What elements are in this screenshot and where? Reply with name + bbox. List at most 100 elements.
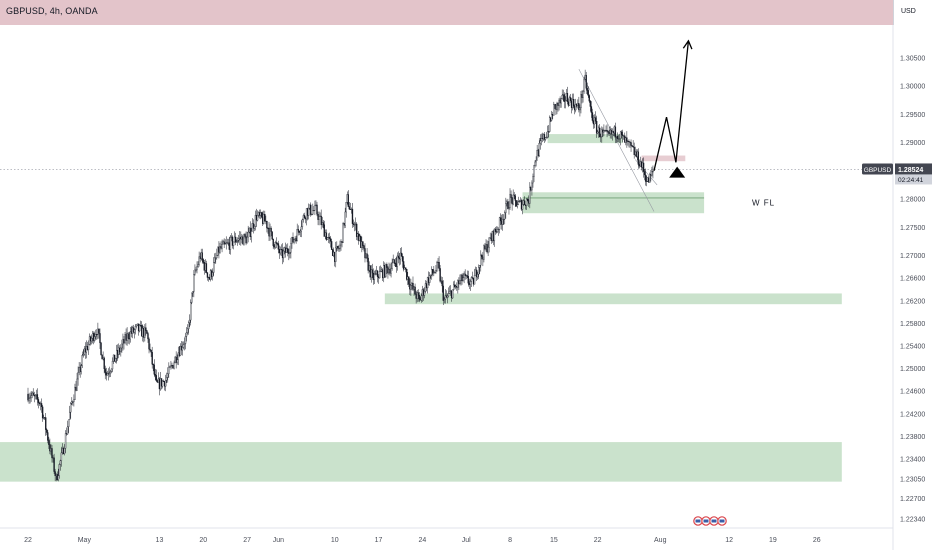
candle-body — [582, 91, 584, 98]
candle-body — [288, 252, 290, 255]
candle-body — [432, 269, 434, 274]
candle-body — [371, 269, 373, 274]
candle-body — [153, 364, 155, 375]
candle-body — [186, 328, 189, 333]
candle-body — [482, 256, 484, 260]
candle-body — [204, 263, 207, 271]
candle-body — [484, 245, 486, 250]
candle-body — [622, 134, 624, 136]
candle-body — [134, 326, 137, 331]
candle-body — [82, 354, 84, 356]
candle-body — [627, 140, 629, 142]
candle-body — [434, 271, 436, 273]
candle-body — [518, 201, 521, 202]
candle-body — [61, 448, 64, 454]
candle-body — [384, 265, 386, 277]
candle-body — [27, 393, 29, 401]
candle-body — [75, 386, 77, 391]
candle-body — [397, 255, 400, 258]
candle-body — [589, 100, 592, 107]
candle-body — [537, 149, 539, 157]
candle-body — [111, 360, 114, 370]
candle-body — [192, 291, 194, 294]
candle-body — [68, 419, 70, 427]
candle-body — [355, 223, 358, 237]
candle-body — [194, 269, 196, 275]
badge-symbol-box — [862, 163, 893, 175]
candle-body — [197, 264, 199, 267]
candle-body — [410, 285, 412, 290]
candle-body — [601, 129, 603, 137]
candle-body — [612, 131, 614, 134]
candle-body — [596, 131, 599, 134]
candle-body — [497, 229, 500, 230]
candle-body — [566, 93, 569, 102]
candle-body — [469, 281, 472, 285]
time-tick-label: 20 — [199, 537, 207, 544]
candle-body — [595, 121, 598, 134]
badge-price-box — [895, 163, 932, 175]
candle-body — [643, 171, 646, 176]
candle-body — [326, 237, 329, 240]
candle-body — [644, 174, 647, 182]
candle-body — [592, 120, 595, 125]
currency-label[interactable]: USD — [901, 8, 916, 15]
price-tick-label: 1.27000 — [900, 253, 925, 260]
candle-body — [389, 269, 391, 274]
candle-body — [426, 277, 429, 289]
currency-box[interactable] — [893, 0, 932, 25]
candle-body — [614, 126, 617, 138]
candle-body — [584, 74, 586, 80]
candle-body — [110, 368, 113, 372]
candle-body — [572, 98, 575, 107]
zone-green-3 — [547, 134, 623, 144]
candle-body — [495, 231, 498, 233]
candle-body — [594, 117, 597, 122]
candle-body — [337, 246, 339, 249]
candle-body — [425, 283, 428, 289]
candle-body — [105, 372, 107, 376]
candle-body — [97, 328, 99, 335]
candle-body — [591, 112, 594, 121]
candle-body — [529, 186, 531, 204]
candle-body — [411, 283, 413, 286]
candle-body — [138, 325, 141, 332]
candle-body — [408, 276, 410, 285]
candle-body — [546, 131, 549, 138]
candle-body — [177, 352, 179, 360]
candle-body — [346, 194, 348, 203]
candle-body — [262, 216, 264, 224]
candle-body — [239, 236, 241, 239]
time-tick-label: 13 — [156, 537, 164, 544]
candle-body — [577, 103, 579, 106]
candle-body — [303, 215, 306, 218]
candle-body — [409, 284, 411, 290]
candle-body — [581, 94, 583, 98]
candle-body — [503, 218, 505, 220]
candle-body — [528, 200, 530, 204]
candle-body — [607, 131, 609, 133]
candle-body — [278, 249, 281, 254]
candle-body — [142, 328, 144, 337]
candle-body — [567, 101, 570, 106]
candle-body — [419, 298, 421, 301]
candle-body — [216, 255, 218, 258]
candle-body — [311, 213, 313, 215]
candle-body — [485, 244, 487, 250]
candle-body — [486, 244, 488, 253]
candle-body — [433, 272, 435, 274]
candle-body — [360, 236, 362, 248]
candle-body — [424, 283, 427, 292]
candle-body — [121, 343, 123, 349]
candle-body — [558, 99, 560, 106]
candle-body — [135, 324, 138, 327]
candle-body — [140, 325, 142, 327]
candle-body — [586, 88, 588, 91]
symbol-title[interactable]: GBPUSD, 4h, OANDA — [6, 6, 98, 16]
candle-body — [610, 129, 612, 135]
candle-body — [220, 246, 222, 249]
candle-body — [154, 374, 156, 376]
candle-body — [203, 262, 205, 271]
candle-body — [196, 266, 198, 271]
